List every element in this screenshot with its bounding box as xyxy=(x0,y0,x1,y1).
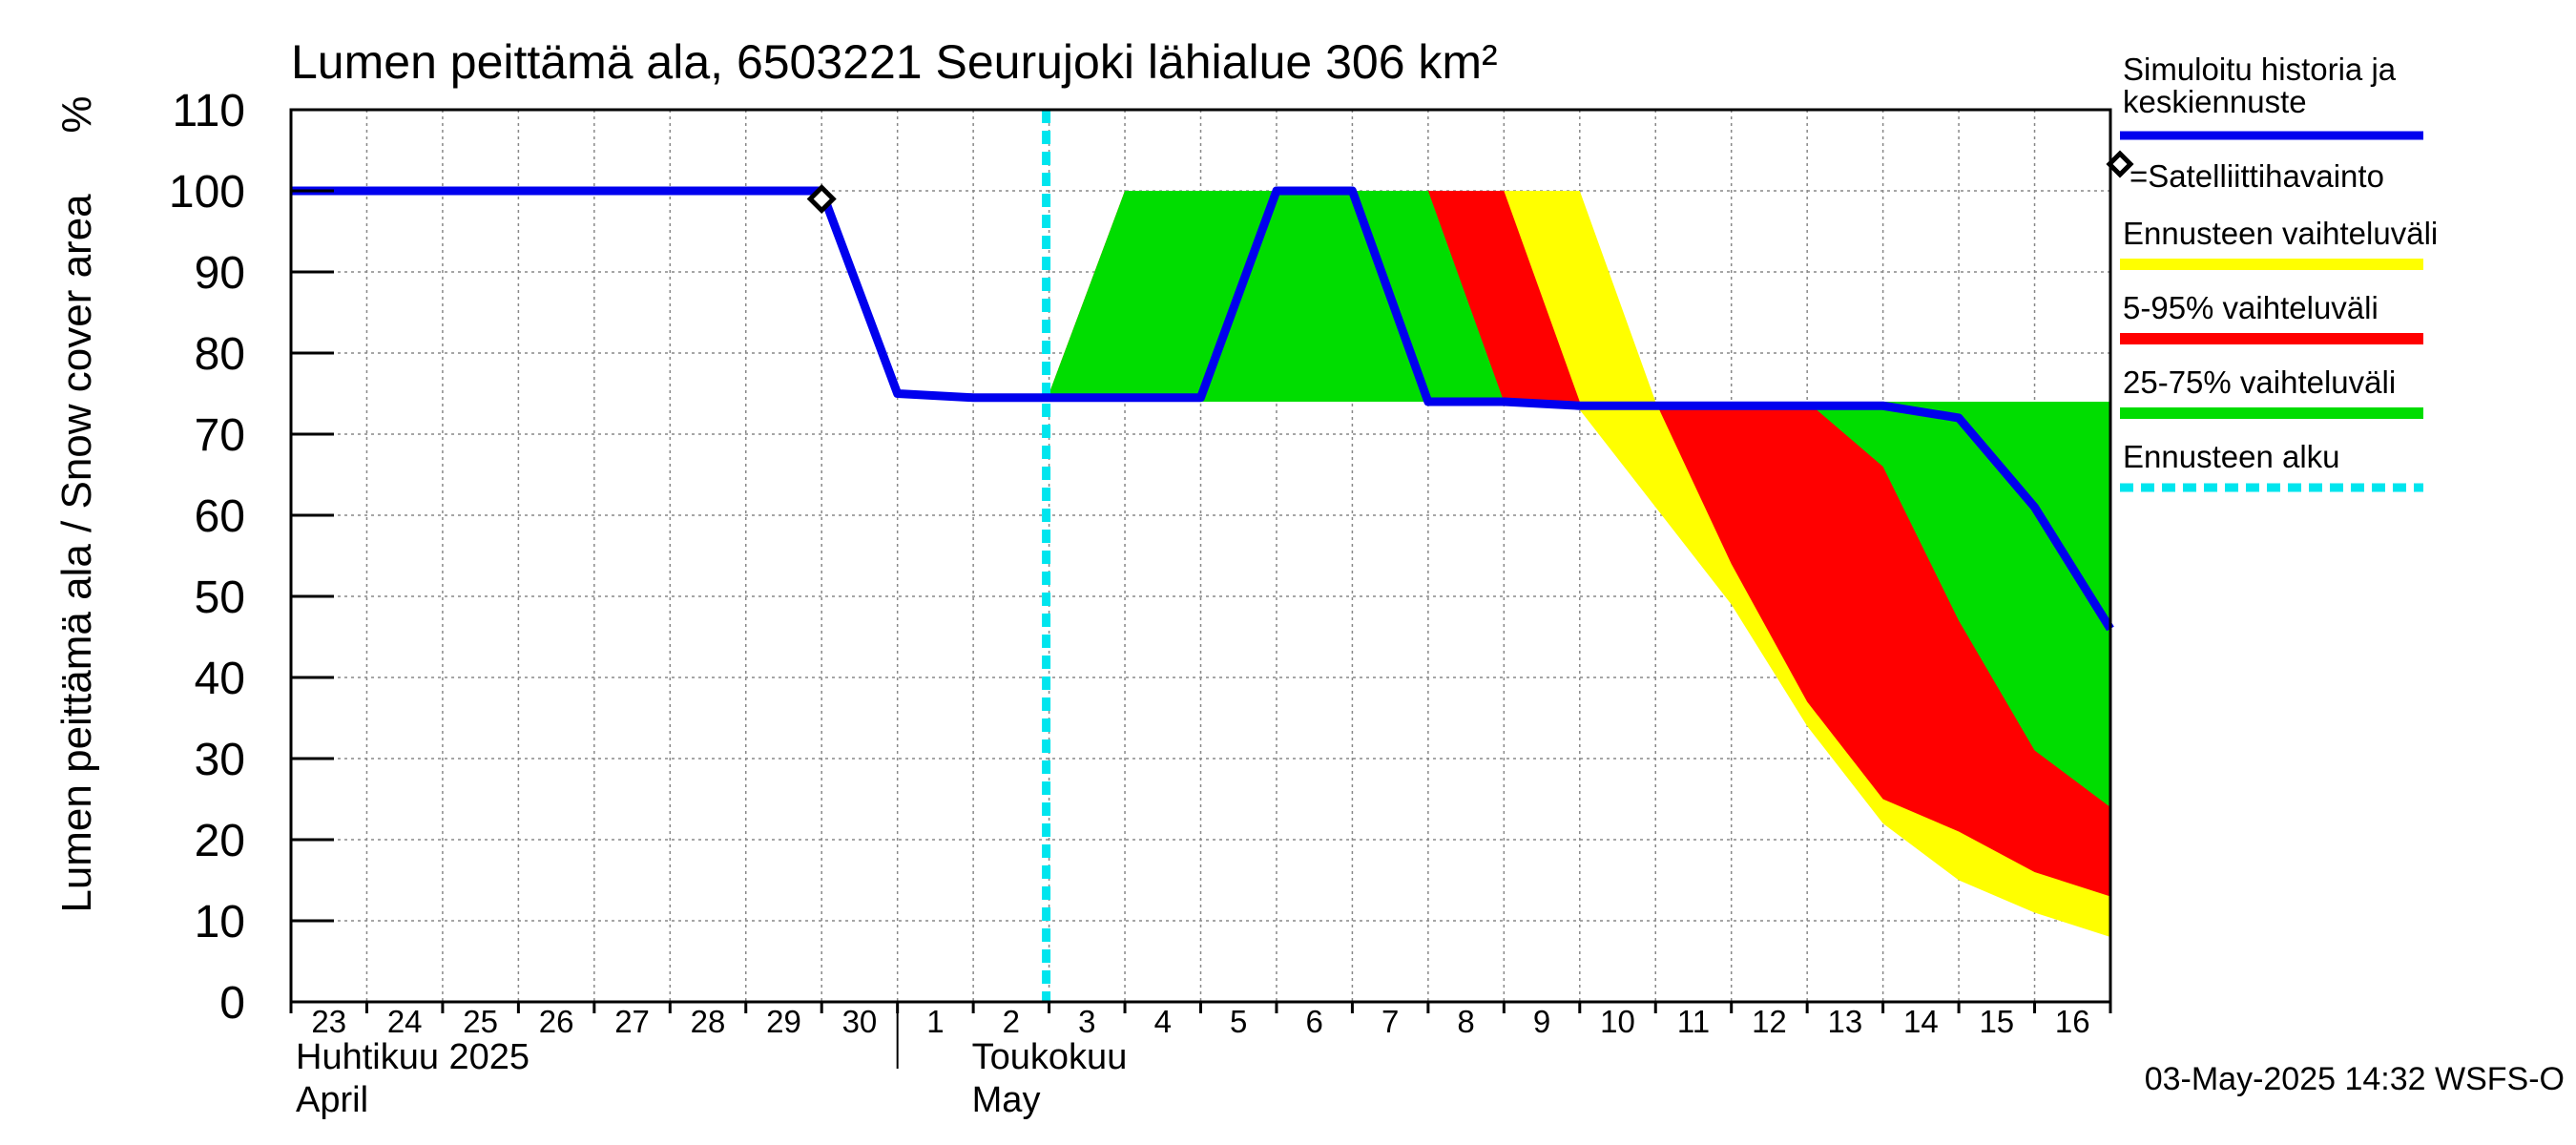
chart-title: Lumen peittämä ala, 6503221 Seurujoki lä… xyxy=(291,35,1498,89)
x-tick-label: 4 xyxy=(1154,1004,1172,1039)
y-tick-label: 30 xyxy=(195,735,245,785)
x-tick-label: 13 xyxy=(1828,1004,1863,1039)
x-tick-label: 3 xyxy=(1078,1004,1095,1039)
satellite-observation-marker xyxy=(806,183,837,215)
y-tick-label: 60 xyxy=(195,491,245,542)
x-tick-label: 24 xyxy=(387,1004,423,1039)
legend-label-range: Ennusteen vaihteluväli xyxy=(2123,216,2438,251)
legend-label-sim-line2: keskiennuste xyxy=(2123,84,2307,119)
x-tick-label: 5 xyxy=(1230,1004,1247,1039)
x-tick-label: 10 xyxy=(1600,1004,1635,1039)
x-tick-label: 29 xyxy=(766,1004,801,1039)
x-tick-label: 6 xyxy=(1306,1004,1323,1039)
y-tick-label: 70 xyxy=(195,410,245,461)
timestamp: 03-May-2025 14:32 WSFS-O xyxy=(2145,1061,2565,1097)
y-tick-label: 0 xyxy=(219,978,245,1029)
x-tick-label: 27 xyxy=(614,1004,650,1039)
y-tick-label: 40 xyxy=(195,654,245,704)
x-tick-label: 15 xyxy=(1979,1004,2014,1039)
legend-label-satellite: =Satelliittihavainto xyxy=(2129,158,2384,194)
x-tick-label: 7 xyxy=(1381,1004,1399,1039)
legend-label-forecast-start: Ennusteen alku xyxy=(2123,439,2340,474)
band-25-75-vaihteluv-li xyxy=(1049,191,2110,807)
x-tick-label: 28 xyxy=(691,1004,726,1039)
y-tick-label: 10 xyxy=(195,897,245,947)
x-tick-label: 9 xyxy=(1533,1004,1550,1039)
x-tick-label: 16 xyxy=(2055,1004,2090,1039)
y-tick-label: 50 xyxy=(195,572,245,623)
y-axis-unit: % xyxy=(53,95,100,133)
x-tick-label: 2 xyxy=(1003,1004,1020,1039)
x-tick-label: 8 xyxy=(1457,1004,1474,1039)
legend: Simuloitu historia ja keskiennuste =Sate… xyxy=(2106,52,2438,492)
month-label-en: May xyxy=(972,1080,1041,1120)
month-label-fi: Huhtikuu 2025 xyxy=(296,1037,530,1077)
x-tick-label: 12 xyxy=(1752,1004,1787,1039)
x-tick-label: 11 xyxy=(1677,1004,1710,1039)
legend-label-sim-line1: Simuloitu historia ja xyxy=(2123,52,2397,87)
legend-label-25-75: 25-75% vaihteluväli xyxy=(2123,364,2396,400)
y-tick-label: 80 xyxy=(195,329,245,380)
x-tick-label: 1 xyxy=(926,1004,944,1039)
y-tick-label: 90 xyxy=(195,248,245,299)
y-tick-label: 110 xyxy=(172,86,245,136)
y-axis-label: Lumen peittämä ala / Snow cover area xyxy=(53,194,100,913)
x-tick-label: 23 xyxy=(311,1004,346,1039)
legend-label-5-95: 5-95% vaihteluväli xyxy=(2123,290,2379,325)
month-label-en: April xyxy=(296,1080,368,1120)
y-tick-label: 100 xyxy=(169,167,245,218)
x-tick-label: 30 xyxy=(842,1004,878,1039)
y-tick-label: 20 xyxy=(195,816,245,866)
series-line-simulated xyxy=(291,186,2114,632)
month-label-fi: Toukokuu xyxy=(972,1037,1128,1077)
x-tick-label: 14 xyxy=(1903,1004,1939,1039)
legend-satellite-marker-icon xyxy=(2106,150,2134,178)
x-tick-label: 25 xyxy=(463,1004,498,1039)
x-tick-label: 26 xyxy=(539,1004,574,1039)
